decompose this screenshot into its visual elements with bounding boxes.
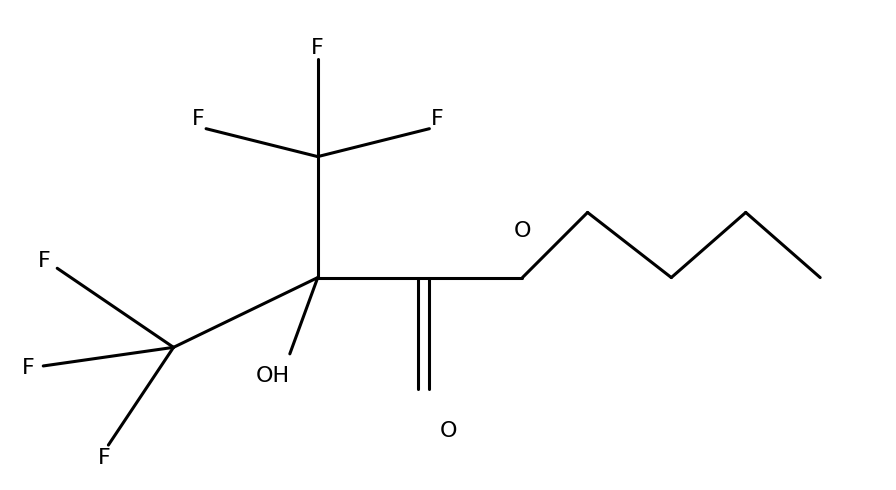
Text: O: O: [439, 421, 457, 441]
Text: O: O: [513, 221, 531, 241]
Text: F: F: [193, 109, 205, 129]
Text: OH: OH: [256, 366, 290, 386]
Text: F: F: [312, 38, 324, 58]
Text: F: F: [99, 448, 111, 468]
Text: F: F: [22, 358, 35, 378]
Text: F: F: [430, 109, 444, 129]
Text: F: F: [38, 251, 50, 271]
